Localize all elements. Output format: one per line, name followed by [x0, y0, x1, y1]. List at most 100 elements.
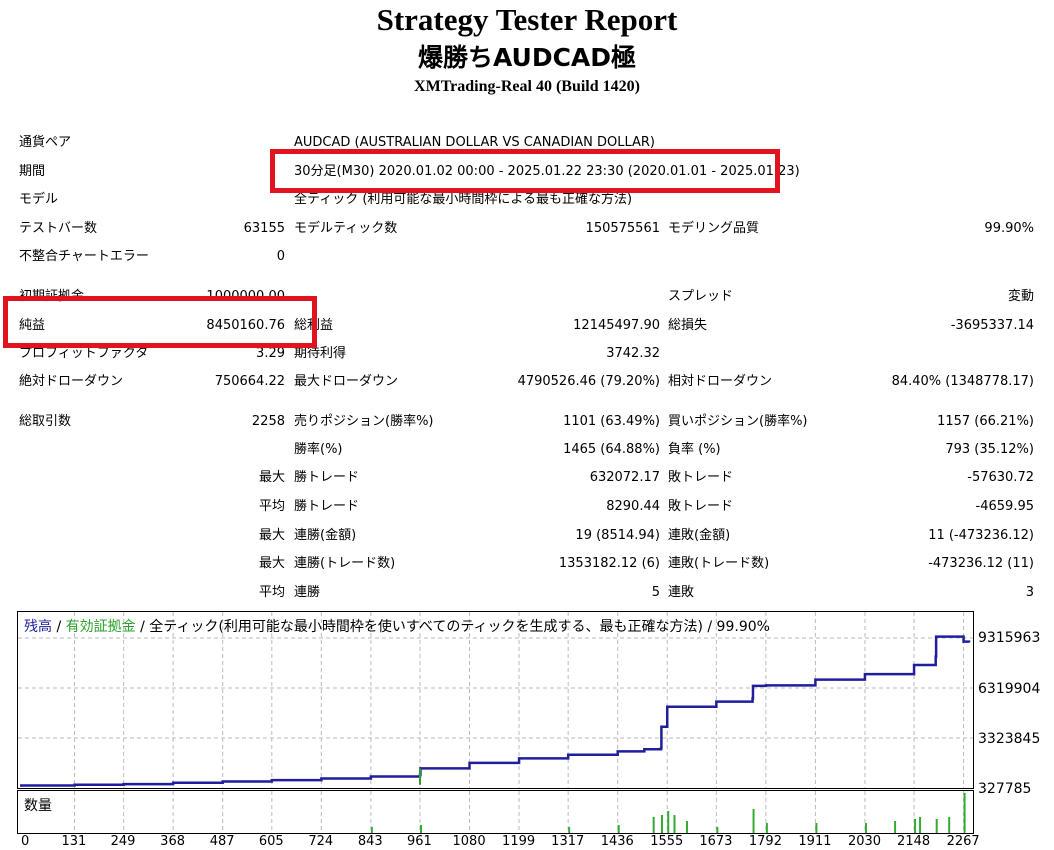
max-consec-wins-value: 19 (8514.94) [575, 528, 660, 543]
balance-chart: 残高 / 有効証拠金 / 全ティック(利用可能な最小時間枠を使いすべてのティック… [17, 611, 974, 789]
volume-bar [716, 827, 719, 833]
x-tick-label: 843 [357, 834, 383, 849]
expected-payoff-label: 期待利得 [294, 346, 347, 361]
profit-factor-value: 3.29 [256, 346, 285, 361]
max-label-2: 最大 [258, 528, 285, 543]
avg-loss-value: -4659.95 [975, 499, 1034, 514]
report-title: Strategy Tester Report [376, 2, 678, 37]
spread-label: スプレッド [668, 289, 734, 304]
largest-win-label: 勝トレード [294, 470, 360, 485]
max-drawdown-value: 4790526.46 (79.20%) [517, 374, 660, 389]
win-rate-value: 1465 (64.88%) [563, 442, 660, 457]
gross-loss-value: -3695337.14 [950, 318, 1034, 333]
avg-win-value: 8290.44 [606, 499, 660, 514]
avg-win-label: 勝トレード [294, 499, 360, 514]
largest-loss-value: -57630.72 [967, 470, 1034, 485]
y-tick-label: 3323845 [978, 731, 1041, 747]
max-consec-loss-value: -473236.12 (11) [928, 556, 1034, 571]
x-tick-label: 1911 [798, 834, 832, 849]
y-tick-label: 327785 [978, 781, 1032, 797]
x-tick-label: 724 [308, 834, 334, 849]
gross-profit-value: 12145497.90 [573, 318, 660, 333]
quality-value: 99.90% [984, 221, 1034, 236]
symbol-value: AUDCAD (AUSTRALIAN DOLLAR VS CANADIAN DO… [294, 135, 655, 150]
volume-bar [948, 817, 951, 833]
avg-label: 平均 [258, 499, 285, 514]
net-profit-label: 純益 [19, 318, 46, 333]
ticks-value: 150575561 [585, 221, 660, 236]
total-trades-value: 2258 [251, 414, 285, 429]
legend-equity: 有効証拠金 [65, 619, 136, 635]
deposit-label: 初期証拠金 [19, 289, 85, 304]
volume-bar [914, 819, 917, 833]
bars-label: テストバー数 [19, 221, 98, 236]
max-consec-wins-label: 連勝(金額) [294, 528, 357, 543]
profit-factor-label: プロフィットファクタ [19, 346, 149, 361]
avg-consec-losses-label: 連敗 [668, 585, 695, 600]
x-tick-label: 1673 [699, 834, 733, 849]
x-tick-label: 249 [110, 834, 136, 849]
volume-bar [617, 825, 620, 833]
volume-bar [752, 809, 755, 833]
mismatch-value: 0 [276, 249, 285, 264]
x-tick-label: 0 [21, 834, 30, 849]
volume-bar [370, 827, 373, 833]
balance-chart-svg [18, 612, 973, 788]
x-tick-label: 2267 [946, 834, 980, 849]
chart-legend: 残高 / 有効証拠金 / 全ティック(利用可能な最小時間枠を使いすべてのティック… [24, 616, 770, 636]
period-value: 30分足(M30) 2020.01.02 00:00 - 2025.01.22 … [294, 164, 800, 179]
x-tick-label: 2148 [897, 834, 931, 849]
model-value: 全ティック (利用可能な最小時間枠による最も正確な方法) [294, 192, 633, 207]
max-label: 最大 [258, 470, 285, 485]
x-tick-label: 2030 [847, 834, 882, 849]
max-label-3: 最大 [258, 556, 285, 571]
max-consec-profit-value: 1353182.12 (6) [558, 556, 660, 571]
volume-bar [660, 815, 663, 833]
legend-separator: / [52, 619, 66, 635]
volume-bar [673, 815, 676, 833]
volume-chart-svg [74, 791, 966, 833]
rel-drawdown-label: 相対ドローダウン [668, 374, 773, 389]
short-positions-value: 1101 (63.49%) [563, 414, 660, 429]
x-tick-label: 605 [258, 834, 284, 849]
long-positions-value: 1157 (66.21%) [937, 414, 1034, 429]
max-consec-loss-label: 連敗(トレード数) [668, 556, 770, 571]
max-consec-losses-label: 連敗(金額) [668, 528, 731, 543]
volume-bar [864, 823, 867, 833]
volume-bar [685, 821, 688, 833]
loss-rate-value: 793 (35.12%) [945, 442, 1034, 457]
legend-description: / 全ティック(利用可能な最小時間枠を使いすべてのティックを生成する、最も正確な… [135, 619, 770, 635]
bars-value: 63155 [243, 221, 285, 236]
period-label: 期間 [19, 164, 46, 179]
y-tick-label: 9315963 [978, 630, 1041, 646]
loss-rate-label: 負率 (%) [668, 442, 721, 457]
largest-win-value: 632072.17 [589, 470, 660, 485]
avg-consec-wins-label: 連勝 [294, 585, 321, 600]
volume-bar [652, 817, 655, 833]
x-tick-label: 1436 [600, 834, 634, 849]
x-tick-label: 1199 [502, 834, 536, 849]
volume-bar [568, 827, 571, 833]
server-info: XMTrading-Real 40 (Build 1420) [414, 78, 640, 95]
max-consec-profit-label: 連勝(トレード数) [294, 556, 396, 571]
x-tick-label: 1792 [748, 834, 782, 849]
avg-loss-label: 敗トレード [668, 499, 734, 514]
volume-label: 数量 [24, 798, 52, 814]
symbol-label: 通貨ペア [19, 135, 72, 150]
x-tick-label: 131 [61, 834, 87, 849]
quality-label: モデリング品質 [668, 221, 760, 236]
model-label: モデル [19, 192, 59, 207]
x-tick-label: 1317 [551, 834, 585, 849]
abs-drawdown-value: 750664.22 [214, 374, 285, 389]
max-drawdown-label: 最大ドローダウン [294, 374, 399, 389]
volume-bar [894, 821, 897, 833]
volume-chart: 数量 [17, 790, 974, 834]
rel-drawdown-value: 84.40% (1348778.17) [891, 374, 1034, 389]
max-consec-losses-value: 11 (-473236.12) [928, 528, 1034, 543]
win-rate-label: 勝率(%) [294, 442, 343, 457]
volume-bar [963, 793, 966, 833]
abs-drawdown-label: 絶対ドローダウン [19, 374, 124, 389]
y-tick-label: 6319904 [978, 681, 1041, 697]
long-positions-label: 買いポジション(勝率%) [668, 414, 808, 429]
volume-bar [815, 823, 818, 833]
